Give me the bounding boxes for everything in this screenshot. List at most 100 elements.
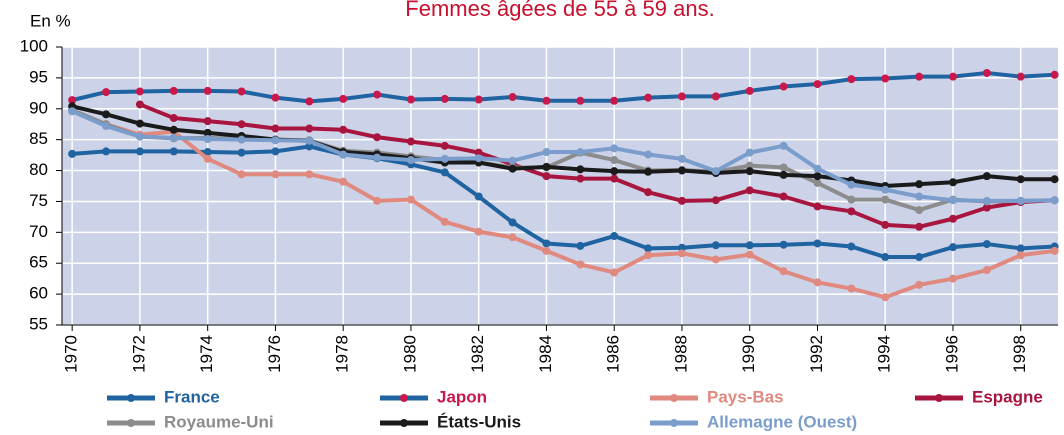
point bbox=[271, 136, 280, 145]
y-tick-label: 70 bbox=[29, 222, 48, 241]
y-tick-label: 90 bbox=[29, 98, 48, 117]
point bbox=[644, 188, 653, 197]
point bbox=[508, 164, 517, 173]
point bbox=[610, 268, 619, 277]
point bbox=[982, 240, 991, 249]
point bbox=[813, 239, 822, 248]
point bbox=[1050, 175, 1059, 184]
point bbox=[948, 214, 957, 223]
series-line bbox=[71, 104, 1055, 188]
point bbox=[271, 170, 280, 179]
point bbox=[305, 142, 314, 151]
point bbox=[881, 220, 890, 229]
point bbox=[948, 72, 957, 81]
point bbox=[847, 195, 856, 204]
point bbox=[135, 132, 144, 141]
x-tick-label: 1978 bbox=[333, 335, 352, 373]
point bbox=[440, 168, 449, 177]
point bbox=[745, 86, 754, 95]
point bbox=[745, 148, 754, 157]
point bbox=[644, 244, 653, 253]
point bbox=[373, 196, 382, 205]
point bbox=[677, 92, 686, 101]
point bbox=[474, 154, 483, 163]
legend-marker bbox=[400, 419, 408, 427]
legend-marker bbox=[127, 394, 135, 402]
point bbox=[542, 246, 551, 255]
point bbox=[644, 251, 653, 260]
point bbox=[135, 87, 144, 96]
point bbox=[542, 96, 551, 105]
point bbox=[813, 80, 822, 89]
point bbox=[508, 156, 517, 165]
point bbox=[542, 162, 551, 171]
point bbox=[68, 107, 77, 116]
point bbox=[102, 147, 111, 156]
legend-marker bbox=[400, 394, 408, 402]
point bbox=[169, 147, 178, 156]
point bbox=[745, 167, 754, 176]
legend-label: France bbox=[164, 387, 220, 406]
series-line bbox=[71, 109, 1055, 203]
point bbox=[305, 136, 314, 145]
point bbox=[508, 218, 517, 227]
point bbox=[644, 167, 653, 176]
point bbox=[711, 255, 720, 264]
x-tick-label: 1984 bbox=[536, 335, 555, 373]
point bbox=[1016, 251, 1025, 260]
point bbox=[779, 82, 788, 91]
point bbox=[508, 93, 517, 102]
point bbox=[915, 222, 924, 231]
point bbox=[677, 249, 686, 258]
x-tick-label: 1982 bbox=[468, 335, 487, 373]
point bbox=[237, 87, 246, 96]
x-tick-label: 1990 bbox=[739, 335, 758, 373]
point bbox=[881, 74, 890, 83]
point bbox=[440, 141, 449, 150]
point bbox=[881, 293, 890, 302]
point bbox=[203, 128, 212, 137]
point bbox=[711, 196, 720, 205]
point bbox=[271, 124, 280, 133]
point bbox=[508, 233, 517, 242]
point bbox=[271, 147, 280, 156]
legend-label: Japon bbox=[437, 387, 487, 406]
chart-title: Femmes âgées de 55 à 59 ans. bbox=[405, 0, 714, 21]
x-tick-label: 1988 bbox=[671, 335, 690, 373]
point bbox=[610, 232, 619, 241]
point bbox=[169, 133, 178, 142]
point bbox=[474, 192, 483, 201]
point bbox=[203, 135, 212, 144]
point bbox=[813, 164, 822, 173]
point bbox=[982, 68, 991, 77]
point bbox=[779, 170, 788, 179]
point bbox=[982, 196, 991, 205]
point bbox=[948, 178, 957, 187]
y-tick-label: 80 bbox=[29, 160, 48, 179]
point bbox=[745, 186, 754, 195]
point bbox=[135, 100, 144, 109]
point bbox=[813, 178, 822, 187]
x-tick-label: 1980 bbox=[400, 335, 419, 373]
point bbox=[677, 166, 686, 175]
y-tick-label: 55 bbox=[29, 314, 48, 333]
legend-marker bbox=[670, 394, 678, 402]
point bbox=[203, 154, 212, 163]
point bbox=[881, 195, 890, 204]
point bbox=[474, 95, 483, 104]
point bbox=[237, 148, 246, 157]
point bbox=[779, 163, 788, 172]
point bbox=[203, 86, 212, 95]
point bbox=[610, 144, 619, 153]
series-line bbox=[139, 102, 1055, 229]
legend-marker bbox=[935, 394, 943, 402]
point bbox=[881, 185, 890, 194]
point bbox=[779, 240, 788, 249]
point bbox=[542, 148, 551, 157]
legend-label: Pays-Bas bbox=[707, 387, 784, 406]
point bbox=[305, 97, 314, 106]
point bbox=[576, 260, 585, 269]
point bbox=[915, 180, 924, 189]
point bbox=[135, 147, 144, 156]
point bbox=[915, 192, 924, 201]
